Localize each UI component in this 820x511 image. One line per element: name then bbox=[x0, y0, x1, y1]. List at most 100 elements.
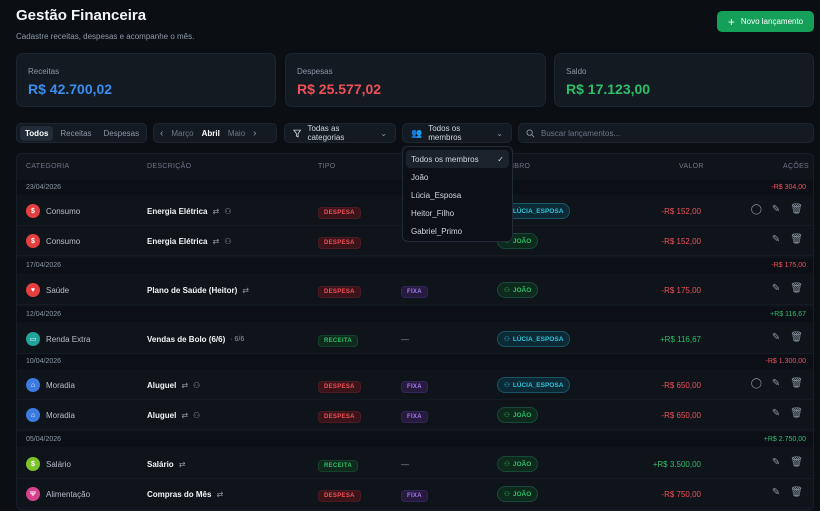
comment-icon[interactable]: ◯ bbox=[750, 204, 762, 215]
group-total: -R$ 1.300,00 bbox=[765, 358, 806, 365]
trash-icon[interactable]: 🗑 bbox=[790, 332, 803, 343]
consumption-icon: $ bbox=[26, 204, 40, 218]
installment-meta: · 6/6 bbox=[230, 336, 245, 343]
page-subtitle: Cadastre receitas, despesas e acompanhe … bbox=[16, 32, 195, 41]
edit-icon[interactable]: ✎ bbox=[771, 378, 781, 389]
row-category: Consumo bbox=[46, 206, 81, 216]
filter-income[interactable]: Receitas bbox=[60, 128, 92, 138]
filter-icon bbox=[293, 129, 302, 138]
repeat-icon: ⇄ bbox=[178, 460, 186, 469]
repeat-icon: ⇄ bbox=[212, 237, 220, 246]
table-row[interactable]: ⌂ Moradia Aluguel ⇄ ⚇ DESPESA FIXA ⚇ LÚCIA_E… bbox=[17, 370, 813, 400]
prev-month[interactable]: Março bbox=[171, 128, 194, 138]
member-filter[interactable]: 👥 Todos os membros ⌄ bbox=[402, 123, 512, 143]
edit-icon[interactable]: ✎ bbox=[771, 457, 781, 468]
type-badge: DESPESA bbox=[318, 207, 361, 219]
row-description: Energia Elétrica bbox=[147, 207, 208, 216]
edit-icon[interactable]: ✎ bbox=[771, 283, 781, 294]
row-value: -R$ 152,00 bbox=[661, 237, 701, 246]
table-row[interactable]: ♥ Saúde Plano de Saúde (Heitor) ⇄ DESPESA … bbox=[17, 275, 813, 305]
expense-label: Despesas bbox=[297, 67, 333, 76]
chevron-left-icon[interactable]: ‹ bbox=[160, 127, 164, 139]
member-badge: ⚇JOÃO bbox=[497, 456, 539, 472]
type-badge: DESPESA bbox=[318, 490, 361, 502]
fixed-badge: FIXA bbox=[401, 381, 428, 393]
type-filter: Todos Receitas Despesas bbox=[16, 123, 147, 143]
dropdown-item-lucia[interactable]: Lúcia_Esposa bbox=[411, 190, 462, 200]
row-description: Aluguel bbox=[147, 411, 177, 420]
trash-icon[interactable]: 🗑 bbox=[790, 283, 803, 294]
category-filter[interactable]: Todas as categorias ⌄ bbox=[284, 123, 396, 143]
dropdown-item-heitor[interactable]: Heitor_Filho bbox=[411, 208, 455, 218]
filter-expense[interactable]: Despesas bbox=[103, 128, 140, 138]
shared-icon: ⚇ bbox=[193, 411, 201, 420]
table-row[interactable]: Ψ Alimentação Compras do Mês ⇄ DESPESA FIX… bbox=[17, 479, 813, 509]
trash-icon[interactable]: 🗑 bbox=[790, 487, 803, 498]
food-icon: Ψ bbox=[26, 487, 40, 501]
group-total: -R$ 175,00 bbox=[771, 262, 806, 269]
row-value: -R$ 750,00 bbox=[661, 490, 701, 499]
row-description: Energia Elétrica bbox=[147, 237, 208, 246]
row-description: Compras do Mês bbox=[147, 490, 212, 499]
row-description: Salário bbox=[147, 460, 174, 469]
table-row[interactable]: $Consumo Energia Elétrica⇄⚇ DESPESA ⚇JOÃ… bbox=[17, 226, 813, 256]
dropdown-item-joao[interactable]: João bbox=[411, 172, 429, 182]
search-input[interactable]: Buscar lançamentos... bbox=[518, 123, 814, 143]
new-entry-button[interactable]: + Novo lançamento bbox=[717, 11, 814, 32]
trash-icon[interactable]: 🗑 bbox=[790, 408, 803, 419]
check-icon: ✓ bbox=[497, 154, 504, 164]
plus-icon: + bbox=[727, 14, 735, 29]
repeat-icon: ⇄ bbox=[181, 411, 189, 420]
balance-label: Saldo bbox=[566, 67, 587, 76]
edit-icon[interactable]: ✎ bbox=[771, 204, 781, 215]
member-badge: ⚇LÚCIA_ESPOSA bbox=[497, 331, 571, 347]
table-row[interactable]: $ Salário Salário ⇄ RECEITA — ⚇ JOÃO +R$ 3.… bbox=[17, 449, 813, 479]
row-value: -R$ 650,00 bbox=[661, 381, 701, 390]
table-row[interactable]: ▭ Renda Extra Vendas de Bolo (6/6) · 6/6 R… bbox=[17, 324, 813, 354]
date-group-header: 12/04/2026 +R$ 116,67 bbox=[17, 307, 813, 322]
home-icon: ⌂ bbox=[26, 378, 40, 392]
dropdown-item-all[interactable]: Todos os membros ✓ bbox=[406, 150, 509, 168]
row-category: Moradia bbox=[46, 380, 75, 390]
col-value: VALOR bbox=[679, 163, 704, 170]
edit-icon[interactable]: ✎ bbox=[771, 408, 781, 419]
table-row[interactable]: ⌂ Moradia Aluguel ⇄ ⚇ DESPESA FIXA ⚇ JOÃO -R… bbox=[17, 400, 813, 430]
type-badge: DESPESA bbox=[318, 411, 361, 423]
type-badge: DESPESA bbox=[318, 286, 361, 298]
group-date: 12/04/2026 bbox=[26, 311, 62, 318]
balance-value: R$ 17.123,00 bbox=[566, 81, 651, 97]
member-badge: ⚇JOÃO bbox=[497, 486, 539, 502]
col-category: CATEGORIA bbox=[26, 163, 70, 170]
row-value: -R$ 650,00 bbox=[661, 411, 701, 420]
row-description: Aluguel bbox=[147, 381, 177, 390]
edit-icon[interactable]: ✎ bbox=[771, 332, 781, 343]
next-month[interactable]: Maio bbox=[227, 128, 246, 138]
col-member: MEMBRO bbox=[497, 163, 531, 170]
fixed-badge: FIXA bbox=[401, 490, 428, 502]
chevron-right-icon[interactable]: › bbox=[253, 127, 257, 139]
trash-icon[interactable]: 🗑 bbox=[790, 457, 803, 468]
trash-icon[interactable]: 🗑 bbox=[790, 204, 803, 215]
edit-icon[interactable]: ✎ bbox=[771, 487, 781, 498]
row-category: Renda Extra bbox=[46, 334, 91, 344]
dropdown-item-gabriel[interactable]: Gabriel_Primo bbox=[411, 226, 463, 236]
filter-all[interactable]: Todos bbox=[20, 125, 54, 141]
shared-icon: ⚇ bbox=[193, 381, 201, 390]
member-badge: ⚇JOÃO bbox=[497, 282, 539, 298]
col-description: DESCRIÇÃO bbox=[147, 163, 192, 170]
comment-icon[interactable]: ◯ bbox=[750, 378, 762, 389]
expense-card: Despesas R$ 25.577,02 bbox=[285, 53, 546, 107]
new-entry-label: Novo lançamento bbox=[740, 17, 804, 26]
trash-icon[interactable]: 🗑 bbox=[790, 378, 803, 389]
current-month: Abril bbox=[201, 128, 220, 138]
row-description: Plano de Saúde (Heitor) bbox=[147, 286, 238, 295]
user-icon: ⚇ bbox=[504, 461, 510, 468]
edit-icon[interactable]: ✎ bbox=[771, 234, 781, 245]
repeat-icon: ⇄ bbox=[242, 286, 249, 295]
trash-icon[interactable]: 🗑 bbox=[790, 234, 803, 245]
group-total: +R$ 116,67 bbox=[770, 311, 806, 318]
shared-icon: ⚇ bbox=[224, 207, 232, 216]
repeat-icon: ⇄ bbox=[212, 207, 220, 216]
row-description: Vendas de Bolo (6/6) bbox=[147, 335, 226, 344]
date-group-header: 05/04/2026 +R$ 2.750,00 bbox=[17, 432, 813, 447]
